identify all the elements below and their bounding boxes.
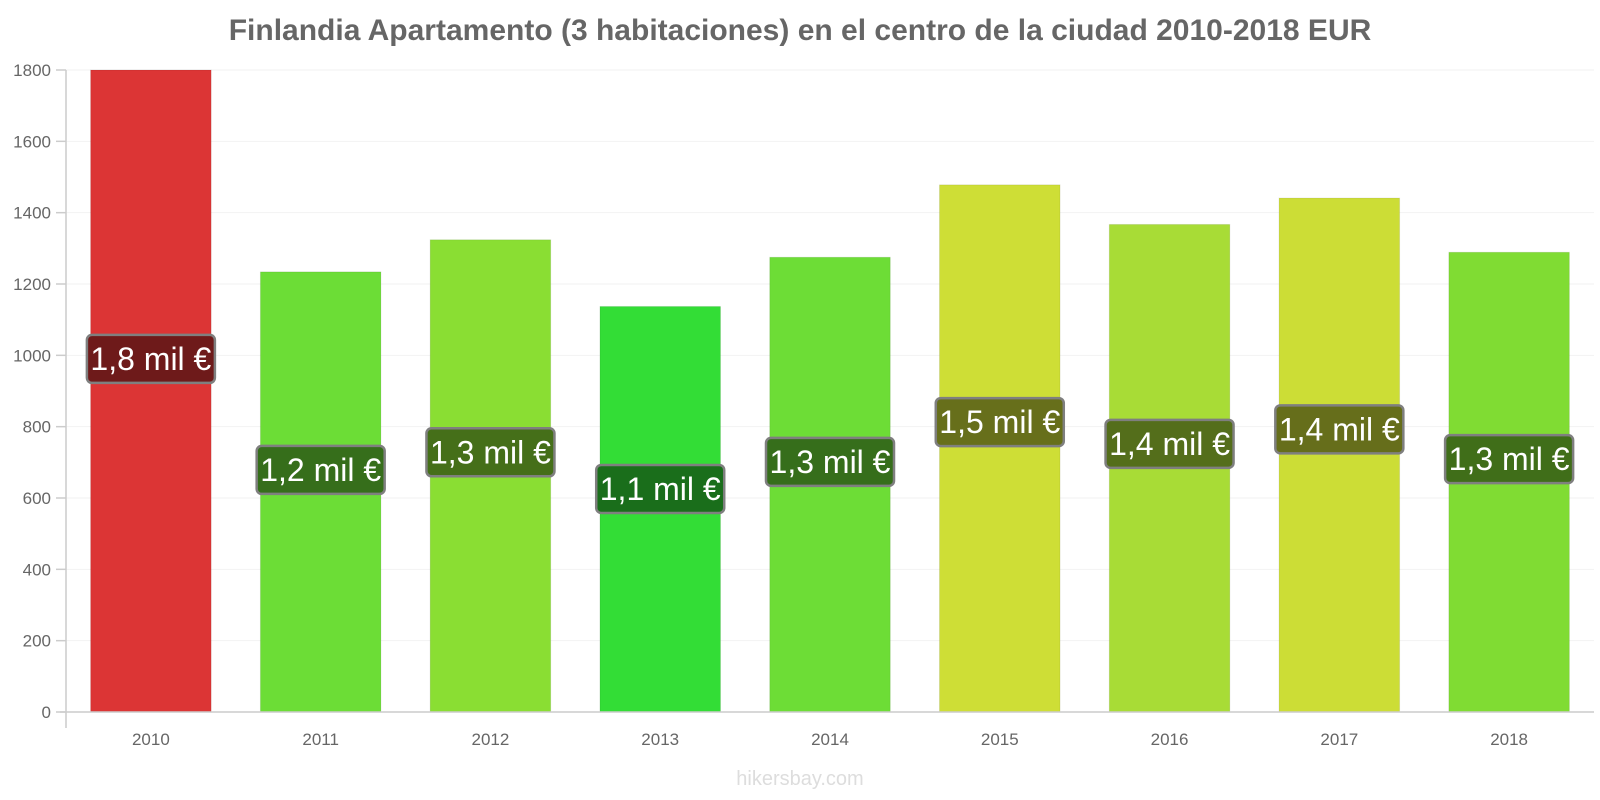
data-label: 1,3 mil €: [430, 434, 551, 470]
x-tick-label: 2013: [641, 730, 679, 749]
x-tick-label: 2011: [302, 730, 339, 749]
data-label: 1,4 mil €: [1109, 426, 1230, 462]
data-label: 1,8 mil €: [90, 341, 211, 377]
y-tick-labels: 0 200 400 600 800 1000 1200 1400 1600 1800: [13, 61, 66, 722]
chart-title: Finlandia Apartamento (3 habitaciones) e…: [228, 14, 1372, 47]
y-tick-label: 1400: [13, 204, 51, 223]
data-label: 1,3 mil €: [1449, 441, 1570, 477]
bar-2010: [90, 69, 212, 713]
data-label: 1,1 mil €: [600, 471, 721, 507]
bar-2015: [939, 184, 1061, 713]
x-tick-label: 2014: [811, 730, 849, 749]
data-label: 1,4 mil €: [1279, 411, 1400, 447]
bars: [90, 69, 1570, 713]
axes: [60, 70, 1594, 728]
watermark: hikersbay.com: [736, 768, 864, 790]
data-label-box: [85, 333, 217, 385]
y-tick-label: 200: [23, 632, 51, 651]
data-label-box: [764, 436, 896, 488]
bar-2017: [1278, 197, 1401, 713]
x-tick-label: 2016: [1151, 730, 1189, 749]
y-tick-label: 400: [23, 560, 51, 579]
x-tick-label: 2015: [981, 730, 1019, 749]
data-label-box: [255, 444, 386, 496]
x-tick-label: 2010: [132, 730, 170, 749]
data-label-box: [934, 396, 1066, 448]
data-label-box: [1443, 433, 1575, 485]
y-tick-label: 1600: [13, 132, 51, 151]
data-label: 1,2 mil €: [260, 452, 381, 488]
x-tick-label: 2018: [1490, 730, 1528, 749]
data-label-box: [1274, 404, 1405, 455]
x-tick-labels: 2010 2011 2012 2013 2014 2015 2016 2017 2018: [132, 730, 1528, 749]
y-tick-label: 0: [42, 703, 51, 722]
x-tick-label: 2012: [472, 730, 510, 749]
data-label-box: [594, 463, 726, 515]
data-label-box: [1104, 418, 1235, 470]
data-label: 1,3 mil €: [770, 444, 891, 480]
data-label: 1,5 mil €: [939, 404, 1060, 440]
data-label-box: [425, 427, 556, 478]
y-tick-label: 1200: [13, 275, 51, 294]
x-tick-label: 2017: [1320, 730, 1358, 749]
y-tick-label: 600: [23, 489, 51, 508]
data-labels: 1,8 mil € 1,2 mil € 1,3 mil € 1,1 mil € 1,3 …: [85, 333, 1575, 515]
y-tick-label: 1000: [13, 346, 51, 365]
y-tick-label: 1800: [13, 61, 51, 80]
y-tick-label: 800: [23, 418, 51, 437]
